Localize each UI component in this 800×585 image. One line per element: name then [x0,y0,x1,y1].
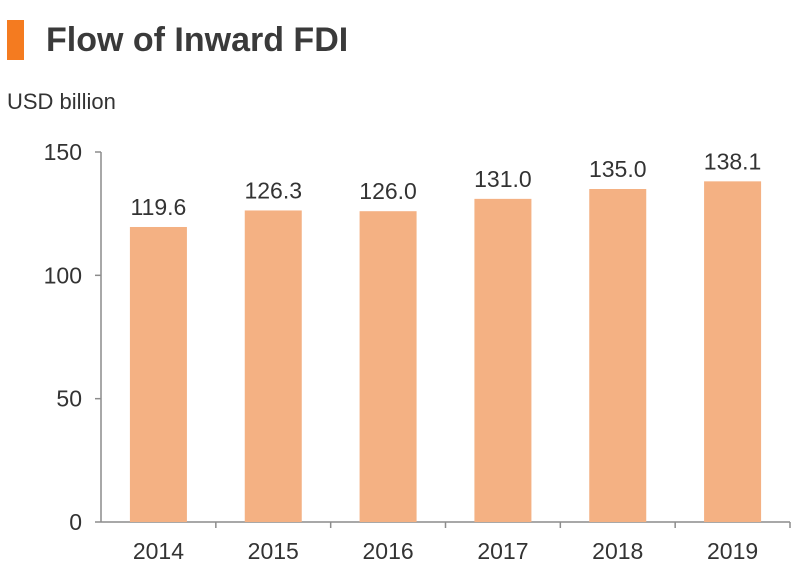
y-tick-label: 150 [44,139,82,165]
bar-2015 [244,210,302,522]
x-tick-label-2017: 2017 [477,538,528,564]
title-accent-bar [7,20,24,60]
y-tick-label: 50 [56,386,82,412]
value-label-2015: 126.3 [244,177,302,203]
bar-2016 [359,211,417,522]
y-tick-label: 100 [44,262,82,288]
bar-2014 [129,226,187,522]
value-label-2018: 135.0 [589,156,647,182]
bar-2019 [704,181,762,522]
y-tick-label: 0 [69,509,82,535]
value-label-2014: 119.6 [130,194,186,220]
value-label-2017: 131.0 [474,166,532,192]
x-tick-label-2014: 2014 [133,538,184,564]
bar-2018 [589,189,647,522]
chart-title: Flow of Inward FDI [46,21,349,59]
value-label-2016: 126.0 [359,178,417,204]
y-axis-unit-label: USD billion [7,89,116,114]
value-label-2019: 138.1 [704,148,762,174]
bar-2017 [474,198,532,522]
x-tick-label-2019: 2019 [707,538,758,564]
x-tick-label-2015: 2015 [248,538,299,564]
x-tick-label-2016: 2016 [362,538,413,564]
x-tick-label-2018: 2018 [592,538,643,564]
